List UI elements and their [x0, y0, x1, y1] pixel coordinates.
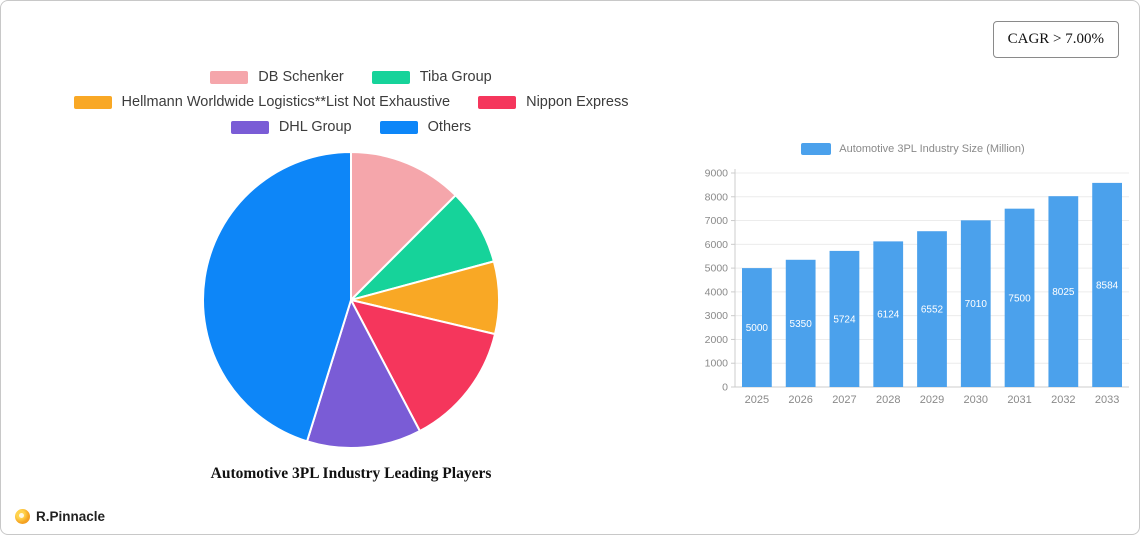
bar-chart-section: Automotive 3PL Industry Size (Million) 0… [693, 143, 1133, 419]
pie-legend-item[interactable]: DB Schenker [210, 69, 344, 85]
bar-legend-label: Automotive 3PL Industry Size (Million) [839, 143, 1025, 155]
bar-value-label: 7500 [1008, 293, 1031, 304]
pie-chart [200, 149, 502, 451]
pie-legend-swatch [73, 95, 112, 109]
pie-slice[interactable] [202, 151, 352, 443]
pie-legend-label: Tiba Group [419, 69, 492, 85]
bar-value-label: 6552 [921, 305, 944, 316]
pie-legend-label: DB Schenker [258, 69, 344, 85]
x-tick-label: 2028 [876, 394, 900, 406]
bar-chart-svg: 0 1000 2000 3000 4000 5000 6000 7000 8000 9000 500… [705, 168, 1129, 406]
pie-chart-section: DB Schenker Tiba Group Hellmann Worldwide … [21, 69, 681, 483]
bar[interactable] [1092, 182, 1122, 387]
y-tick-label: 4000 [705, 286, 729, 298]
bar-value-label: 8584 [1096, 280, 1119, 291]
bar[interactable] [960, 220, 991, 387]
pie-legend-row: DHL Group Others [230, 119, 472, 135]
y-tick-label: 7000 [705, 215, 729, 227]
y-tick-label: 8000 [705, 191, 729, 203]
pie-slice[interactable] [350, 299, 497, 433]
pie-legend-label: Hellmann Worldwide Logistics**List Not E… [121, 94, 451, 110]
brand-logo-icon [15, 509, 30, 524]
bar[interactable] [1048, 196, 1079, 387]
bar-value-label: 6124 [877, 310, 900, 321]
x-tick-label: 2025 [745, 394, 769, 406]
pie-legend-label: DHL Group [278, 119, 352, 135]
bar[interactable] [785, 259, 816, 387]
x-tick-label: 2026 [788, 394, 812, 406]
pie-legend-swatch [379, 120, 418, 134]
pie-legend-item[interactable]: Nippon Express [478, 94, 628, 110]
y-tick-label: 9000 [705, 168, 729, 180]
pie-legend-item[interactable]: Tiba Group [371, 69, 492, 85]
bar[interactable] [917, 231, 947, 387]
y-tick-label: 5000 [705, 263, 729, 275]
x-tick-label: 2033 [1095, 394, 1119, 406]
x-tick-label: 2032 [1051, 394, 1075, 406]
bar[interactable] [1004, 208, 1035, 387]
bar[interactable] [829, 250, 860, 387]
x-tick-label: 2027 [832, 394, 856, 406]
bar-value-label: 8025 [1052, 287, 1075, 298]
cagr-badge: CAGR > 7.00% [992, 21, 1119, 58]
pie-slice[interactable] [350, 151, 457, 301]
pie-legend-row: DB Schenker Tiba Group [210, 69, 492, 85]
pie-legend-label: Nippon Express [526, 94, 629, 110]
pie-chart-title: Automotive 3PL Industry Leading Players [210, 465, 492, 482]
bar-value-label: 5350 [790, 319, 813, 330]
brand-name: R.Pinnacle [36, 509, 106, 524]
bar-value-label: 5000 [746, 323, 769, 334]
y-tick-label: 0 [722, 382, 728, 394]
pie-legend-swatch [478, 95, 517, 109]
brand-logo: R.Pinnacle [15, 509, 105, 524]
pie-legend: DB Schenker Tiba Group Hellmann Worldwide … [73, 69, 628, 135]
pie-legend-item[interactable]: Hellmann Worldwide Logistics**List Not E… [73, 94, 451, 110]
y-tick-label: 2000 [705, 334, 729, 346]
pie-legend-item[interactable]: Others [379, 119, 472, 135]
y-tick-label: 1000 [705, 358, 729, 370]
bar-legend-swatch [801, 143, 832, 155]
bar-value-label: 7010 [965, 299, 988, 310]
bar[interactable] [873, 241, 904, 387]
x-tick-label: 2030 [964, 394, 988, 406]
x-tick-label: 2029 [920, 394, 944, 406]
pie-chart-svg [202, 151, 500, 449]
pie-legend-row: Hellmann Worldwide Logistics**List Not E… [73, 94, 628, 110]
pie-legend-label: Others [427, 119, 472, 135]
x-tick-label: 2031 [1007, 394, 1031, 406]
bar-value-label: 5724 [833, 314, 856, 325]
y-tick-label: 3000 [705, 310, 729, 322]
pie-legend-swatch [371, 70, 410, 84]
pie-legend-swatch [230, 120, 269, 134]
bar[interactable] [742, 268, 772, 387]
pie-slice[interactable] [306, 299, 421, 449]
y-tick-label: 6000 [705, 239, 729, 251]
bar-legend-item[interactable]: Automotive 3PL Industry Size (Million) [801, 143, 1025, 155]
pie-legend-swatch [210, 70, 249, 84]
pie-legend-item[interactable]: DHL Group [230, 119, 352, 135]
